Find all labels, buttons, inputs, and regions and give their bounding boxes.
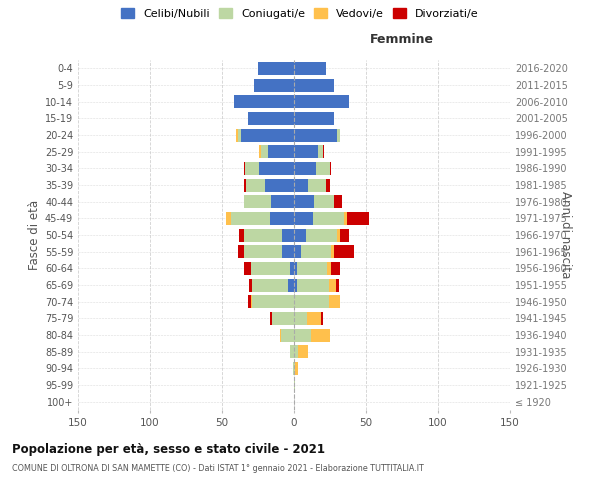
Legend: Celibi/Nubili, Coniugati/e, Vedovi/e, Divorziati/e: Celibi/Nubili, Coniugati/e, Vedovi/e, Di… — [121, 8, 479, 19]
Bar — [337, 128, 340, 141]
Bar — [238, 128, 241, 141]
Bar — [307, 312, 322, 325]
Bar — [290, 345, 294, 358]
Bar — [334, 195, 341, 208]
Bar — [290, 262, 294, 275]
Bar — [295, 362, 298, 375]
Bar — [268, 145, 294, 158]
Bar — [294, 195, 314, 208]
Bar — [311, 328, 330, 342]
Bar — [294, 162, 316, 175]
Text: Popolazione per età, sesso e stato civile - 2021: Popolazione per età, sesso e stato civil… — [12, 442, 325, 456]
Bar — [244, 245, 283, 258]
Bar — [281, 328, 294, 342]
Bar — [252, 278, 288, 291]
Bar — [248, 295, 251, 308]
Bar — [294, 128, 337, 141]
Bar — [248, 112, 294, 125]
Bar — [239, 228, 244, 241]
Bar — [301, 245, 331, 258]
Bar — [233, 95, 294, 108]
Bar — [326, 178, 330, 192]
Bar — [294, 345, 298, 358]
Bar — [269, 212, 294, 225]
Bar — [294, 228, 305, 241]
Y-axis label: Fasce di età: Fasce di età — [28, 200, 41, 270]
Bar — [293, 362, 294, 375]
Bar — [294, 378, 295, 392]
Text: Femmine: Femmine — [370, 33, 434, 46]
Bar — [259, 145, 261, 158]
Bar — [259, 162, 294, 175]
Bar — [250, 278, 252, 291]
Bar — [265, 178, 294, 192]
Bar — [319, 145, 323, 158]
Bar — [230, 212, 269, 225]
Bar — [297, 262, 327, 275]
Bar — [269, 312, 272, 325]
Y-axis label: Anni di nascita: Anni di nascita — [559, 192, 572, 278]
Bar — [251, 262, 290, 275]
Bar — [236, 128, 238, 141]
Bar — [340, 228, 349, 241]
Bar — [298, 345, 308, 358]
Bar — [241, 128, 294, 141]
Bar — [308, 178, 326, 192]
Bar — [294, 362, 295, 375]
Bar — [294, 295, 329, 308]
Bar — [251, 295, 252, 308]
Bar — [294, 78, 334, 92]
Bar — [336, 278, 338, 291]
Bar — [313, 212, 344, 225]
Bar — [252, 295, 294, 308]
Bar — [316, 162, 330, 175]
Bar — [322, 312, 323, 325]
Bar — [254, 78, 294, 92]
Bar — [329, 295, 340, 308]
Bar — [314, 195, 334, 208]
Bar — [294, 245, 301, 258]
Bar — [305, 228, 337, 241]
Bar — [294, 112, 334, 125]
Bar — [344, 212, 347, 225]
Bar — [330, 162, 331, 175]
Bar — [294, 312, 307, 325]
Bar — [271, 195, 294, 208]
Bar — [244, 162, 245, 175]
Bar — [288, 278, 294, 291]
Bar — [261, 145, 268, 158]
Bar — [238, 245, 244, 258]
Bar — [331, 262, 340, 275]
Bar — [294, 328, 311, 342]
Bar — [337, 228, 340, 241]
Bar — [244, 228, 283, 241]
Bar — [283, 245, 294, 258]
Bar — [294, 145, 319, 158]
Bar — [294, 178, 308, 192]
Bar — [294, 212, 313, 225]
Bar — [272, 312, 294, 325]
Bar — [280, 328, 281, 342]
Bar — [323, 145, 324, 158]
Bar — [283, 228, 294, 241]
Bar — [245, 162, 259, 175]
Bar — [334, 245, 355, 258]
Bar — [327, 262, 331, 275]
Bar — [331, 245, 334, 258]
Bar — [347, 212, 369, 225]
Bar — [294, 262, 297, 275]
Bar — [294, 62, 326, 75]
Text: COMUNE DI OLTRONA DI SAN MAMETTE (CO) - Dati ISTAT 1° gennaio 2021 - Elaborazion: COMUNE DI OLTRONA DI SAN MAMETTE (CO) - … — [12, 464, 424, 473]
Bar — [297, 278, 329, 291]
Bar — [226, 212, 230, 225]
Bar — [329, 278, 336, 291]
Bar — [244, 262, 251, 275]
Bar — [244, 195, 271, 208]
Bar — [294, 95, 349, 108]
Bar — [247, 178, 265, 192]
Bar — [294, 278, 297, 291]
Bar — [258, 62, 294, 75]
Bar — [244, 178, 247, 192]
